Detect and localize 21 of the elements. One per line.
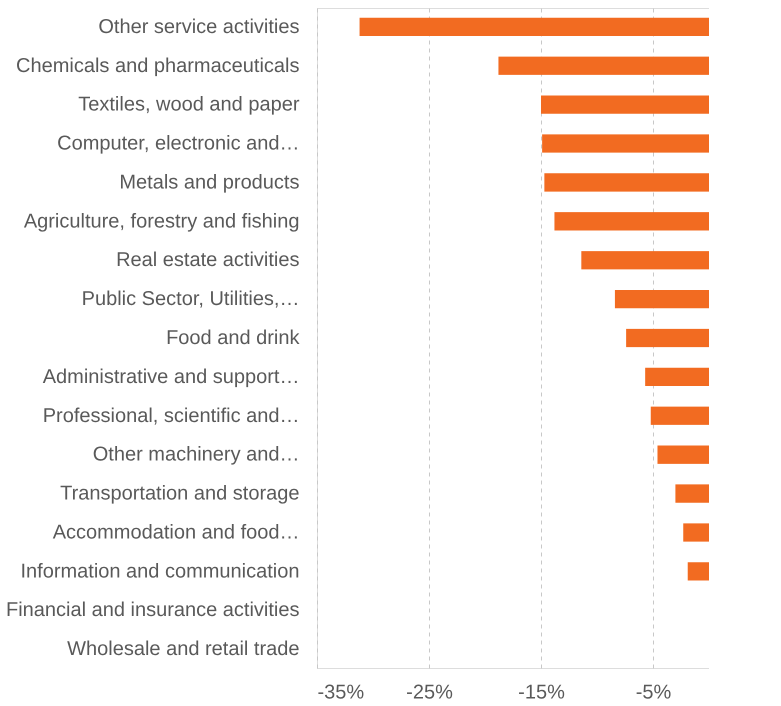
x-tick-label: -15% xyxy=(518,682,566,704)
y-tick-label: Agriculture, forestry and fishing xyxy=(24,210,300,232)
y-tick-label: Financial and insurance activities xyxy=(6,599,300,622)
y-tick-label: Information and communication xyxy=(20,560,300,582)
y-tick-label: Metals and products xyxy=(119,171,300,194)
x-tick-label: -25% xyxy=(406,682,454,704)
x-tick-label: -35% xyxy=(318,682,364,704)
y-tick-label: Computer, electronic and… xyxy=(57,132,300,155)
y-tick-label: Accommodation and food… xyxy=(52,521,300,544)
y-tick-label: Other machinery and… xyxy=(92,444,300,466)
y-tick-label: Wholesale and retail trade xyxy=(67,638,300,660)
y-tick-label: Real estate activities xyxy=(116,249,300,272)
y-tick-label: Professional, scientific and… xyxy=(42,404,300,427)
x-tick-label: -5% xyxy=(636,682,672,704)
y-tick-label: Other service activities xyxy=(98,16,300,38)
y-tick-label: Administrative and support… xyxy=(42,366,300,388)
y-tick-label: Textiles, wood and paper xyxy=(78,94,300,116)
y-tick-label: Transportation and storage xyxy=(60,482,300,505)
y-tick-label: Public Sector, Utilities,… xyxy=(82,288,300,310)
y-tick-label: Food and drink xyxy=(166,327,300,349)
y-tick-label: Chemicals and pharmaceuticals xyxy=(16,54,300,77)
